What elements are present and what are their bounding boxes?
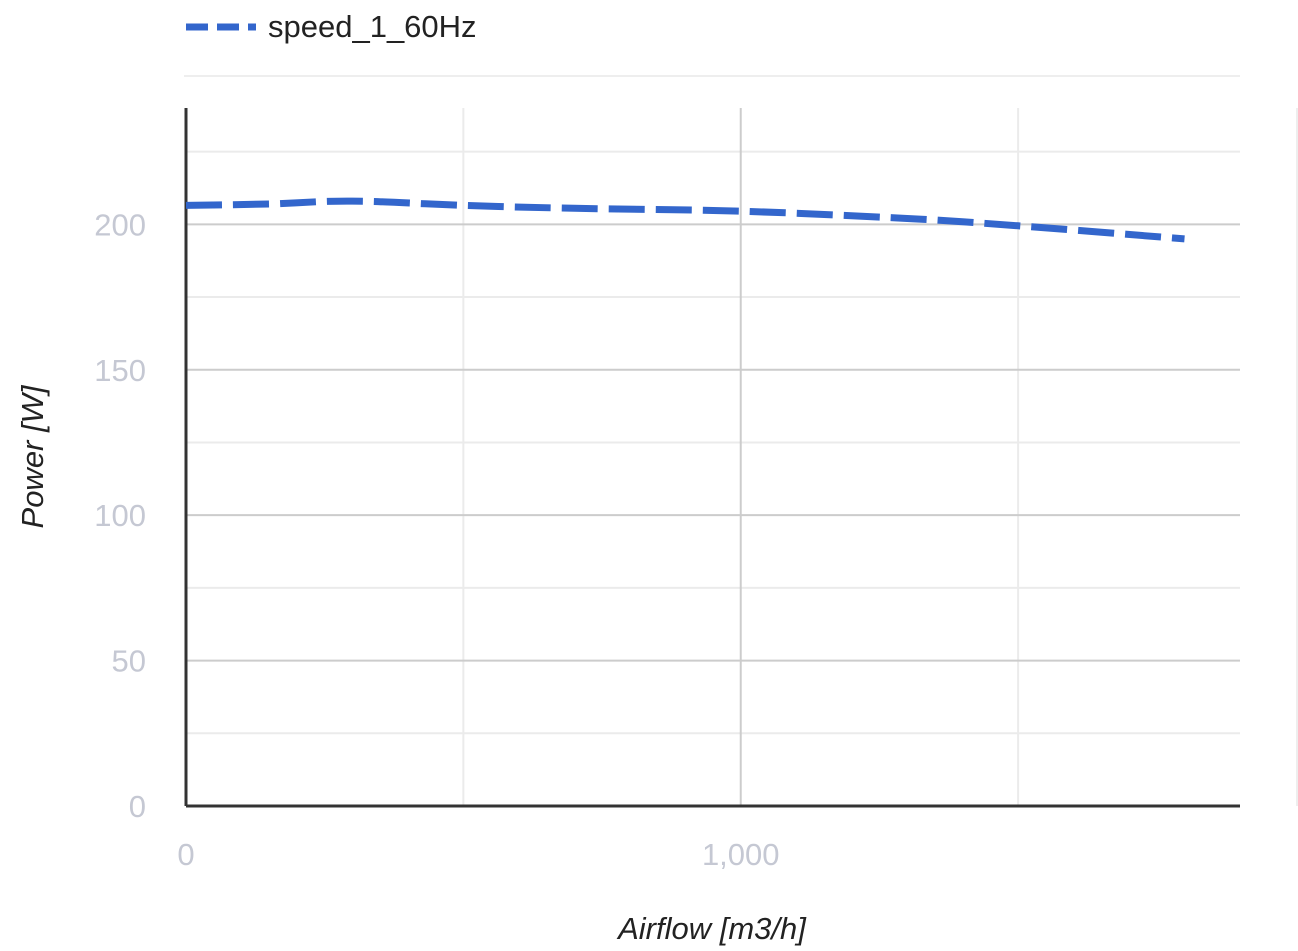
x-tick-labels: 0 1,000 <box>177 837 779 872</box>
legend[interactable]: speed_1_60Hz <box>186 9 477 44</box>
x-tick-label: 0 <box>177 837 194 872</box>
major-gridlines <box>186 108 1240 806</box>
series-layer <box>185 197 1185 243</box>
y-tick-label: 50 <box>112 644 146 679</box>
minor-gridlines <box>186 108 1240 806</box>
x-axis-title: Airflow [m3/h] <box>616 911 807 946</box>
y-tick-label: 150 <box>94 353 146 388</box>
y-tick-labels: 0 50 100 150 200 <box>94 207 146 824</box>
legend-label: speed_1_60Hz <box>268 9 477 44</box>
y-tick-label: 200 <box>94 207 146 242</box>
y-axis-title: Power [W] <box>15 384 50 528</box>
y-tick-label: 100 <box>94 498 146 533</box>
y-tick-label: 0 <box>129 789 146 824</box>
x-tick-label: 1,000 <box>702 837 780 872</box>
series-line-0[interactable] <box>185 197 1185 243</box>
